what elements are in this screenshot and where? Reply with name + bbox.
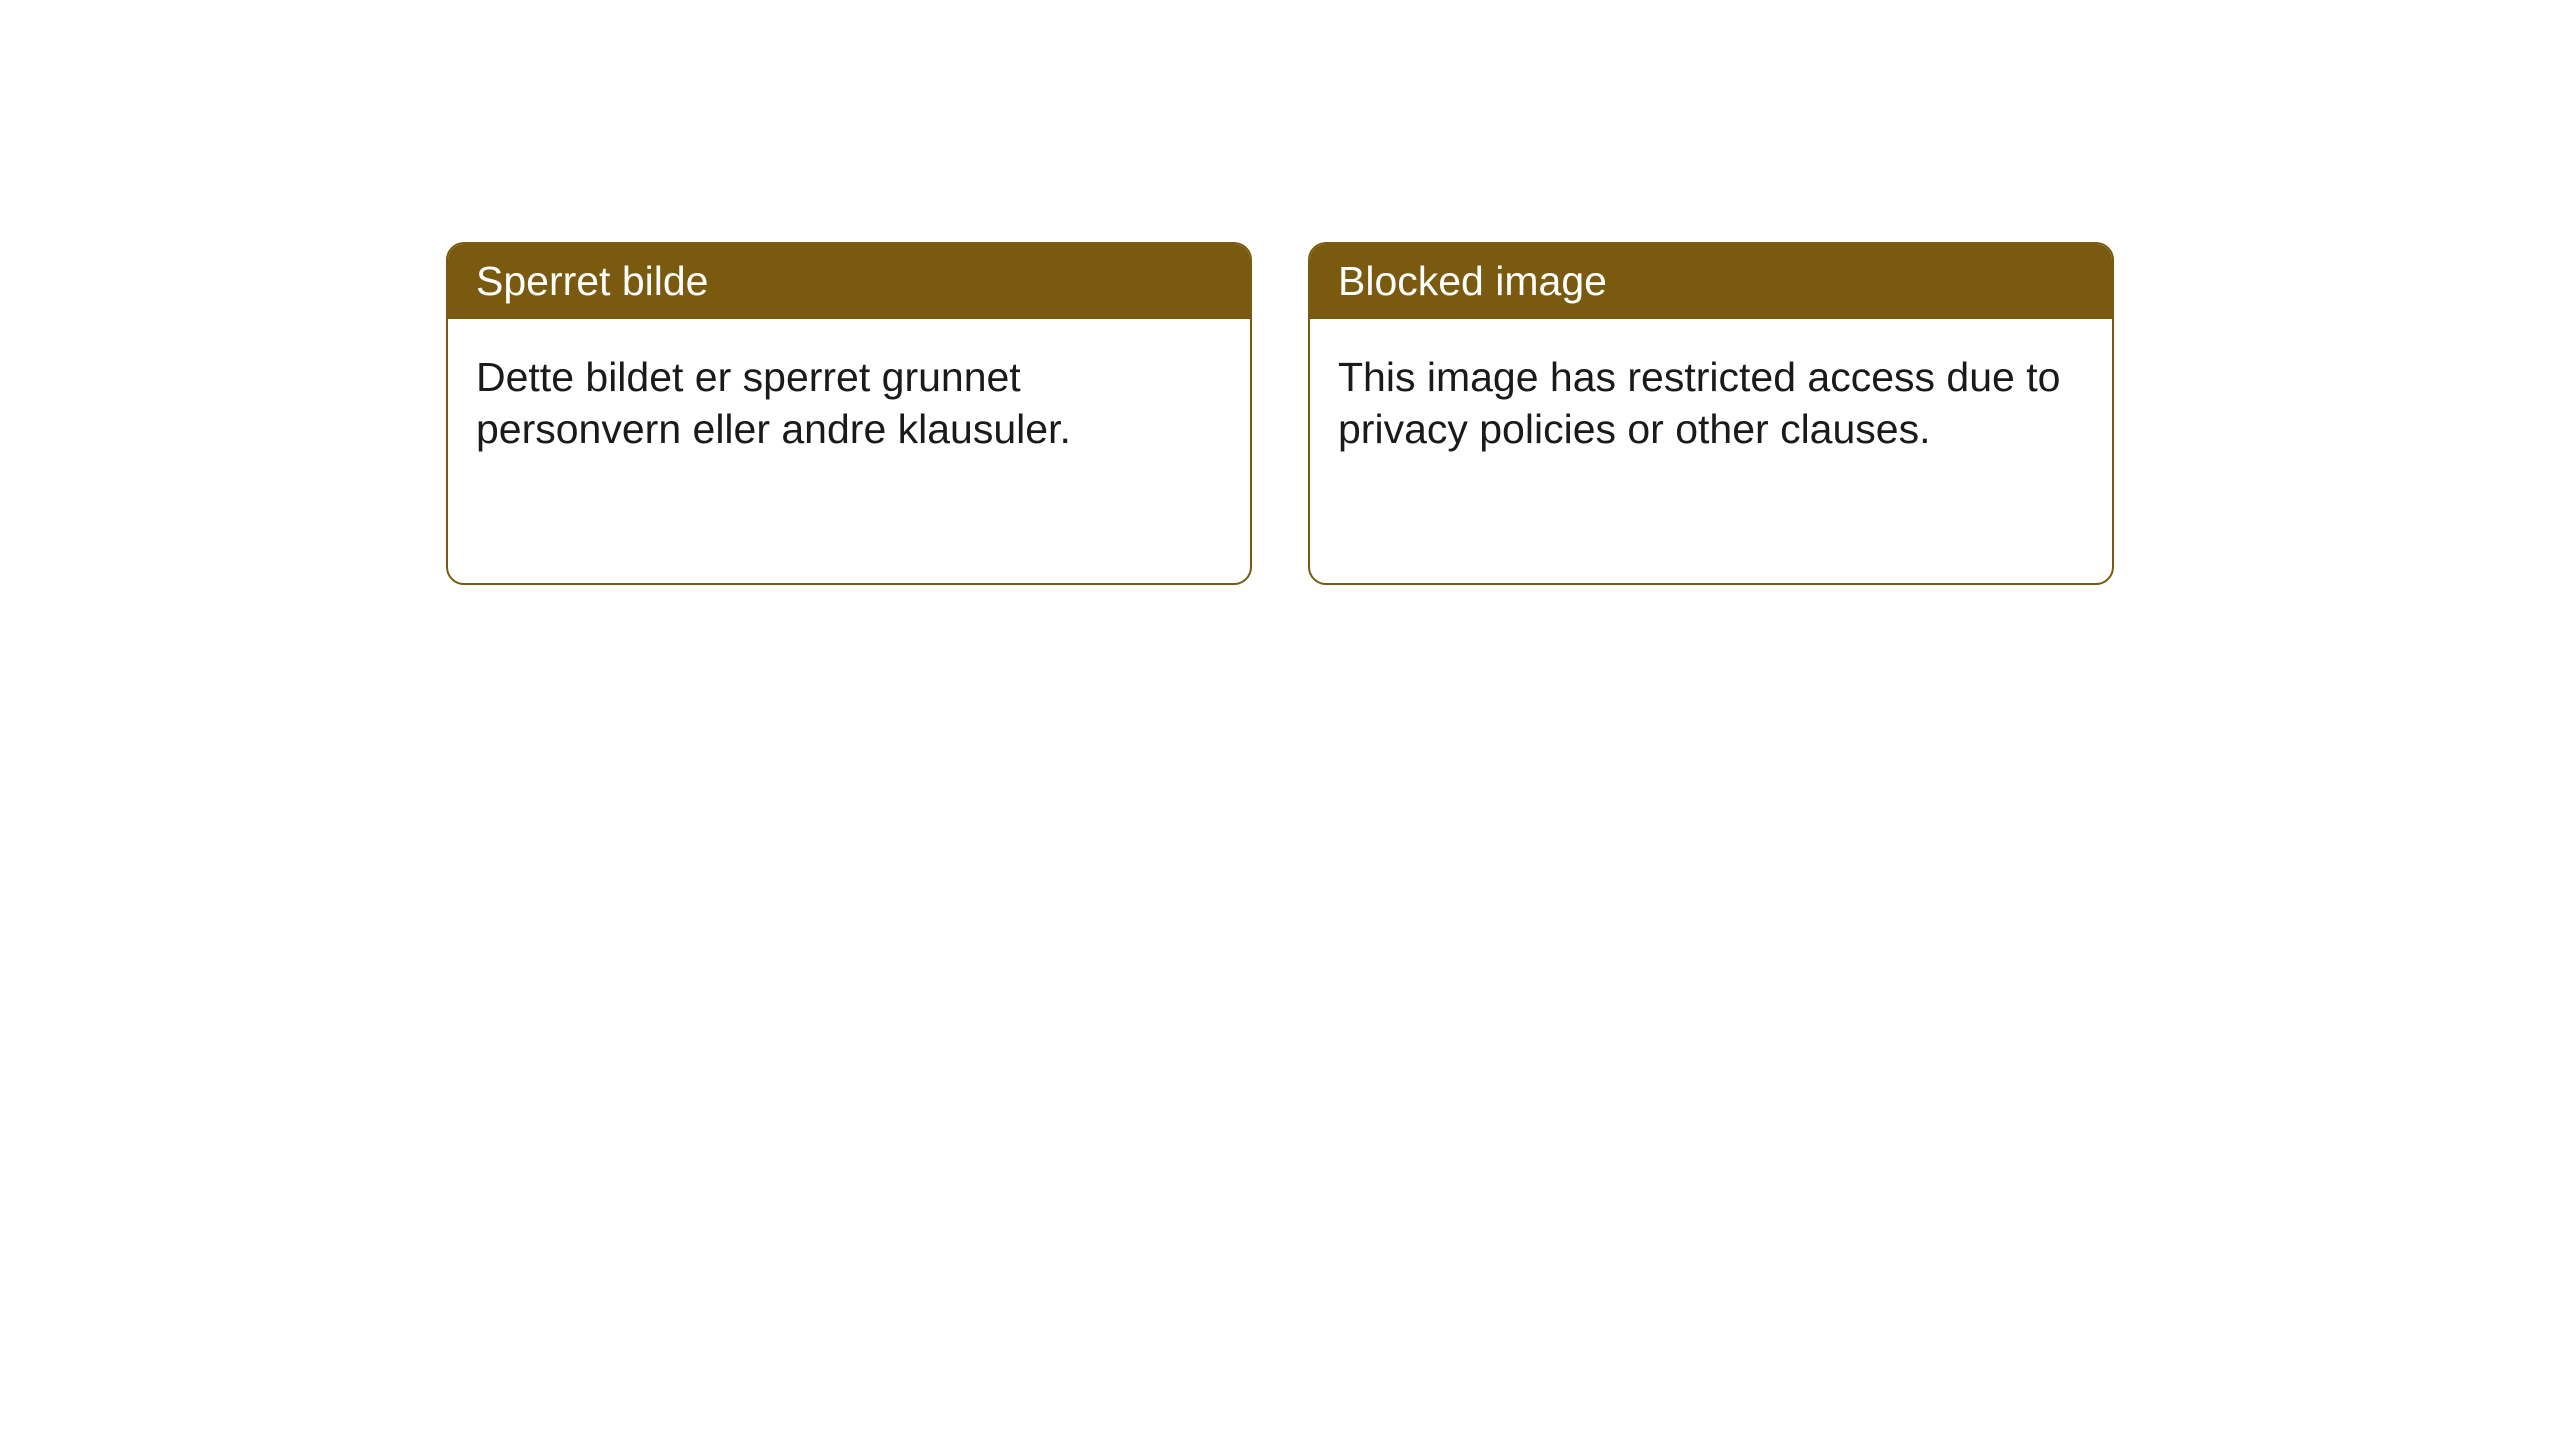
- notice-container: Sperret bilde Dette bildet er sperret gr…: [446, 242, 2114, 585]
- notice-text: Dette bildet er sperret grunnet personve…: [476, 354, 1071, 452]
- notice-title: Blocked image: [1338, 258, 1607, 304]
- notice-header: Sperret bilde: [448, 244, 1250, 319]
- notice-text: This image has restricted access due to …: [1338, 354, 2060, 452]
- notice-body: Dette bildet er sperret grunnet personve…: [448, 319, 1250, 583]
- notice-body: This image has restricted access due to …: [1310, 319, 2112, 583]
- notice-card-english: Blocked image This image has restricted …: [1308, 242, 2114, 585]
- notice-header: Blocked image: [1310, 244, 2112, 319]
- notice-title: Sperret bilde: [476, 258, 708, 304]
- notice-card-norwegian: Sperret bilde Dette bildet er sperret gr…: [446, 242, 1252, 585]
